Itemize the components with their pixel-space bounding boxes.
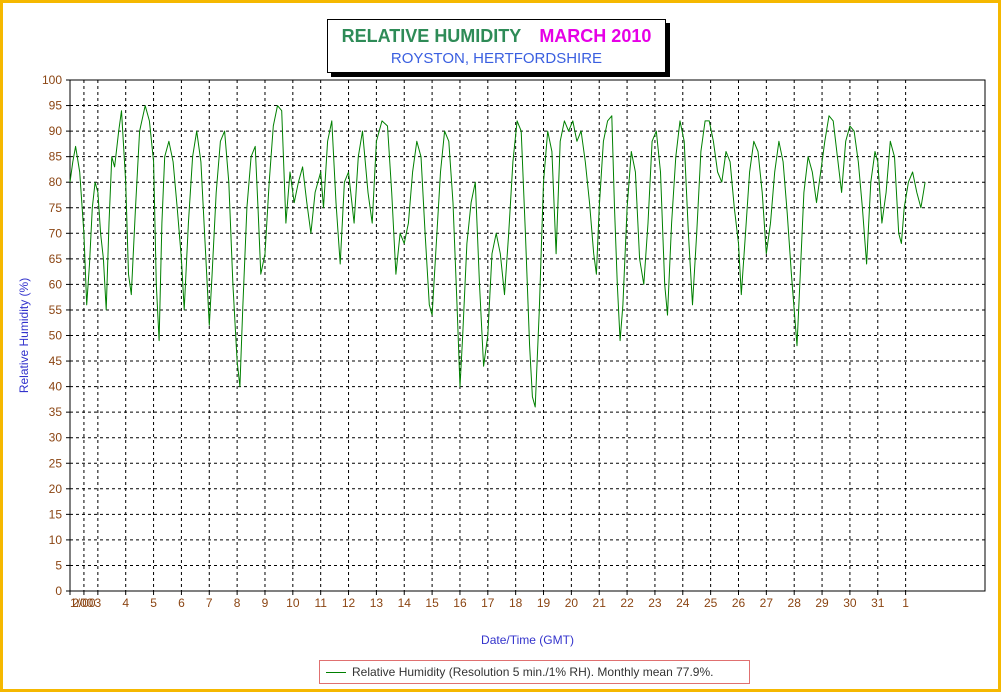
y-tick-label: 20: [49, 482, 63, 496]
x-tick-label: 4: [122, 596, 129, 610]
x-tick-label: 17: [481, 596, 495, 610]
x-axis-ticks: 1/002/003 4 5 6 7 8 9 10 11 12 13 14 15 16 17 18 19 20 21 2…: [69, 591, 909, 610]
y-tick-label: 5: [55, 558, 62, 572]
x-tick-label: 20: [565, 596, 579, 610]
y-axis-label: Relative Humidity (%): [17, 278, 31, 393]
y-tick-label: 75: [49, 201, 63, 215]
y-tick-label: 100: [42, 73, 62, 87]
x-tick-label: 6: [178, 596, 185, 610]
y-tick-label: 35: [49, 405, 63, 419]
x-tick-label: 28: [788, 596, 802, 610]
x-tick-label: 14: [398, 596, 412, 610]
x-tick-label: 26: [732, 596, 746, 610]
x-tick-label: 30: [843, 596, 857, 610]
x-tick-label: 23: [648, 596, 662, 610]
y-tick-label: 10: [49, 533, 63, 547]
y-tick-label: 45: [49, 354, 63, 368]
y-tick-label: 95: [49, 99, 63, 113]
y-tick-label: 60: [49, 277, 63, 291]
legend-swatch: [326, 672, 346, 673]
y-tick-label: 85: [49, 150, 63, 164]
x-tick-label: 19: [537, 596, 551, 610]
y-tick-label: 15: [49, 507, 63, 521]
x-tick-label: 8: [234, 596, 241, 610]
series-line: [69, 105, 926, 408]
series-layer: [69, 105, 926, 408]
x-tick-label: 2/00: [72, 596, 96, 610]
x-tick-label: 11: [314, 596, 327, 610]
grid: [70, 80, 985, 591]
y-tick-label: 90: [49, 124, 63, 138]
x-tick-label: 22: [620, 596, 634, 610]
x-tick-label: 3: [95, 596, 102, 610]
y-axis-ticks: 0 5 10 15 20 25 30 35 40 45 50 55 60 65 70 75 80 85 90 95 10…: [42, 73, 70, 598]
y-tick-label: 80: [49, 175, 63, 189]
chart-title: RELATIVE HUMIDITY MARCH 2010: [328, 25, 665, 47]
y-tick-label: 65: [49, 252, 63, 266]
x-tick-label: 16: [453, 596, 467, 610]
x-tick-label: 24: [676, 596, 690, 610]
legend: Relative Humidity (Resolution 5 min./1% …: [319, 660, 750, 684]
x-tick-label: 29: [815, 596, 829, 610]
x-tick-label: 7: [206, 596, 213, 610]
y-tick-label: 30: [49, 431, 63, 445]
chart-subtitle: ROYSTON, HERTFORDSHIRE: [390, 50, 603, 67]
title-main: RELATIVE HUMIDITY: [341, 26, 522, 46]
y-tick-label: 55: [49, 303, 63, 317]
y-tick-label: 50: [49, 329, 63, 343]
y-tick-label: 40: [49, 380, 63, 394]
title-month: MARCH 2010: [539, 26, 652, 46]
x-tick-label: 31: [871, 596, 885, 610]
x-tick-label: 12: [342, 596, 356, 610]
x-tick-label: 27: [760, 596, 774, 610]
legend-label: Relative Humidity (Resolution 5 min./1% …: [352, 665, 714, 679]
x-tick-label: 1/00: [70, 596, 94, 610]
x-tick-label: 1: [902, 596, 909, 610]
y-tick-label: 70: [49, 226, 63, 240]
x-axis-label: Date/Time (GMT): [481, 633, 574, 647]
x-tick-label: 21: [593, 596, 607, 610]
x-tick-label: 13: [370, 596, 384, 610]
x-tick-label: 18: [509, 596, 523, 610]
x-tick-label: 9: [262, 596, 269, 610]
title-box: RELATIVE HUMIDITY MARCH 2010 ROYSTON, HER…: [327, 19, 666, 73]
y-tick-label: 0: [55, 584, 62, 598]
y-tick-label: 25: [49, 456, 63, 470]
x-tick-label: 25: [704, 596, 718, 610]
x-tick-label: 10: [286, 596, 300, 610]
x-tick-label: 5: [150, 596, 157, 610]
x-tick-label: 15: [425, 596, 439, 610]
